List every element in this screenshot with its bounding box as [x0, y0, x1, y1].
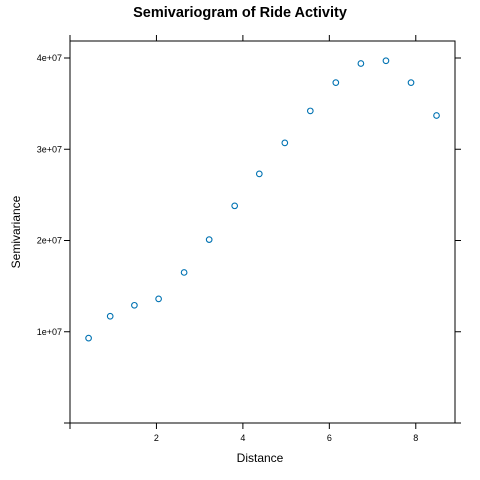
data-point — [85, 334, 92, 342]
x-tick-label: 4 — [240, 433, 245, 443]
y-axis-label: Semivariance — [9, 195, 23, 268]
data-point — [407, 79, 415, 86]
x-tick-label: 6 — [327, 433, 332, 443]
x-axis: 2 4 6 8 — [69, 35, 418, 443]
data-point — [205, 236, 213, 243]
data-points — [85, 57, 440, 342]
data-point — [155, 295, 162, 303]
x-tick-label: 2 — [154, 433, 159, 443]
data-point — [306, 107, 314, 115]
data-point — [180, 269, 188, 276]
data-point — [433, 112, 440, 119]
y-axis: 1e+07 2e+07 3e+07 4e+07 — [37, 53, 461, 424]
data-point — [332, 79, 340, 86]
data-point — [357, 60, 365, 67]
data-point — [382, 57, 390, 65]
data-point — [131, 301, 138, 309]
data-point — [281, 139, 289, 147]
x-axis-label: Distance — [237, 451, 284, 465]
y-tick-label: 4e+07 — [37, 53, 62, 63]
plot-frame — [69, 40, 456, 424]
y-tick-label: 1e+07 — [37, 327, 62, 337]
data-point — [255, 170, 263, 178]
chart-title: Semivariogram of Ride Activity — [133, 5, 347, 21]
data-point — [231, 202, 239, 210]
y-tick-label: 3e+07 — [37, 144, 62, 154]
x-tick-label: 8 — [413, 433, 418, 443]
data-point — [106, 312, 114, 320]
y-tick-label: 2e+07 — [37, 236, 62, 246]
